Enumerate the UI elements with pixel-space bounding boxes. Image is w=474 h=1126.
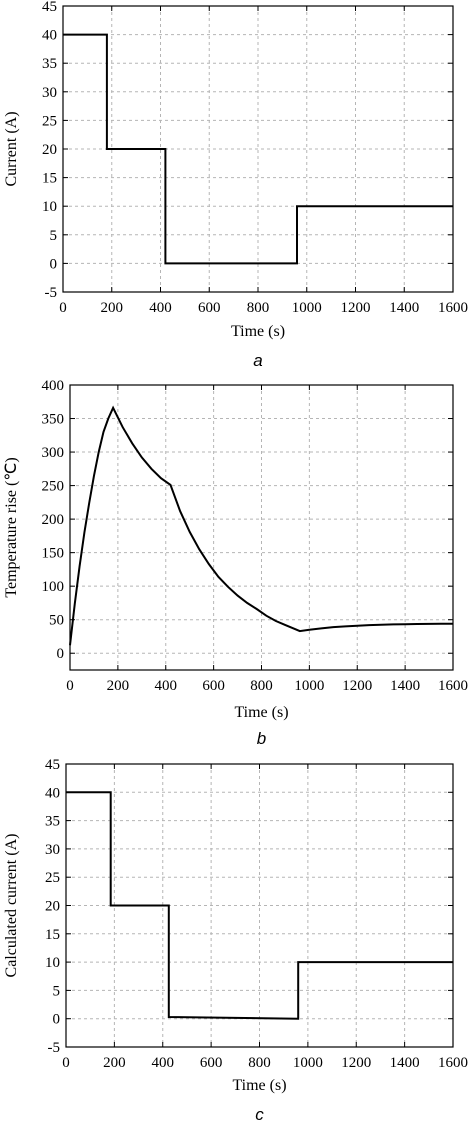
x-tick-label: 1600	[438, 678, 468, 694]
y-tick-label: 150	[42, 546, 65, 562]
panel-caption: c	[255, 1105, 264, 1124]
y-tick-label: 35	[45, 814, 60, 830]
x-axis-title: Time (s)	[231, 323, 285, 340]
x-tick-label: 800	[248, 1055, 271, 1071]
y-tick-label: 25	[42, 113, 57, 129]
x-tick-label: 0	[66, 678, 74, 694]
panel-caption: b	[257, 729, 266, 748]
y-tick-label: 0	[50, 256, 58, 272]
y-tick-label: 30	[45, 842, 60, 858]
y-axis-title: Current (A)	[3, 111, 20, 186]
y-tick-label: 45	[42, 0, 57, 15]
y-tick-label: 15	[45, 927, 60, 943]
panel-caption: a	[253, 351, 262, 370]
x-tick-label: 200	[101, 300, 124, 316]
y-axis-title: Calculated current (A)	[3, 834, 20, 978]
y-tick-label: 20	[45, 899, 60, 915]
x-tick-label: 1000	[293, 1055, 323, 1071]
x-tick-label: 1600	[438, 300, 468, 316]
x-tick-label: 1000	[292, 300, 322, 316]
y-tick-label: 350	[42, 412, 65, 428]
chart-b: 0 200 400 600 800 1000 1200 1400 1600 0 50 100 150 20…	[3, 378, 468, 748]
y-tick-label: 30	[42, 85, 57, 101]
x-tick-label: 400	[155, 678, 178, 694]
y-tick-label: -5	[45, 285, 58, 301]
y-tick-label: 40	[45, 785, 60, 801]
x-tick-label: 800	[250, 678, 273, 694]
x-tick-label: 200	[107, 678, 130, 694]
x-tick-label: 1200	[341, 300, 371, 316]
y-tick-label: 35	[42, 56, 57, 72]
chart-a: 0 200 400 600 800 1000 1200 1400 1600-5051015202…	[3, 0, 468, 370]
y-tick-label: 10	[42, 199, 57, 215]
x-tick-label: 600	[198, 300, 221, 316]
y-tick-label: 50	[49, 613, 64, 629]
y-tick-label: 20	[42, 142, 57, 158]
y-tick-label: 45	[45, 757, 60, 773]
x-tick-label: 800	[247, 300, 270, 316]
x-tick-label: 1400	[390, 1055, 420, 1071]
x-tick-label: 200	[103, 1055, 126, 1071]
y-tick-label: 100	[42, 579, 65, 595]
x-tick-label: 0	[62, 1055, 70, 1071]
y-tick-label: 250	[42, 479, 65, 495]
y-tick-label: 15	[42, 171, 57, 187]
y-tick-label: 400	[42, 378, 65, 394]
x-axis-title: Time (s)	[234, 704, 288, 721]
x-tick-label: 1200	[342, 678, 372, 694]
x-tick-label: 600	[200, 1055, 223, 1071]
series-line	[66, 791, 453, 1020]
x-axis-title: Time (s)	[232, 1077, 286, 1094]
y-tick-label: 0	[53, 1012, 61, 1028]
x-tick-label: 1200	[341, 1055, 371, 1071]
series-line	[63, 33, 453, 265]
x-tick-label: 0	[59, 300, 67, 316]
y-tick-label: 25	[45, 870, 60, 886]
chart-c: 0 200 400 600 800 1000 1200 1400 1600-5051015202…	[3, 757, 468, 1124]
y-tick-label: 300	[42, 445, 65, 461]
y-tick-label: 10	[45, 955, 60, 971]
x-tick-label: 1000	[294, 678, 324, 694]
x-tick-label: 1600	[438, 1055, 468, 1071]
x-tick-label: 1400	[389, 300, 419, 316]
y-tick-label: -5	[48, 1040, 61, 1056]
y-tick-label: 0	[57, 646, 65, 662]
series-line	[69, 405, 453, 646]
x-tick-label: 600	[202, 678, 225, 694]
y-tick-label: 200	[42, 512, 65, 528]
y-axis-title: Temperature rise (℃)	[3, 457, 20, 597]
y-tick-label: 40	[42, 28, 57, 44]
y-tick-label: 5	[50, 228, 58, 244]
x-tick-label: 400	[149, 300, 172, 316]
x-tick-label: 1400	[390, 678, 420, 694]
y-tick-label: 5	[53, 983, 61, 999]
x-tick-label: 400	[152, 1055, 175, 1071]
